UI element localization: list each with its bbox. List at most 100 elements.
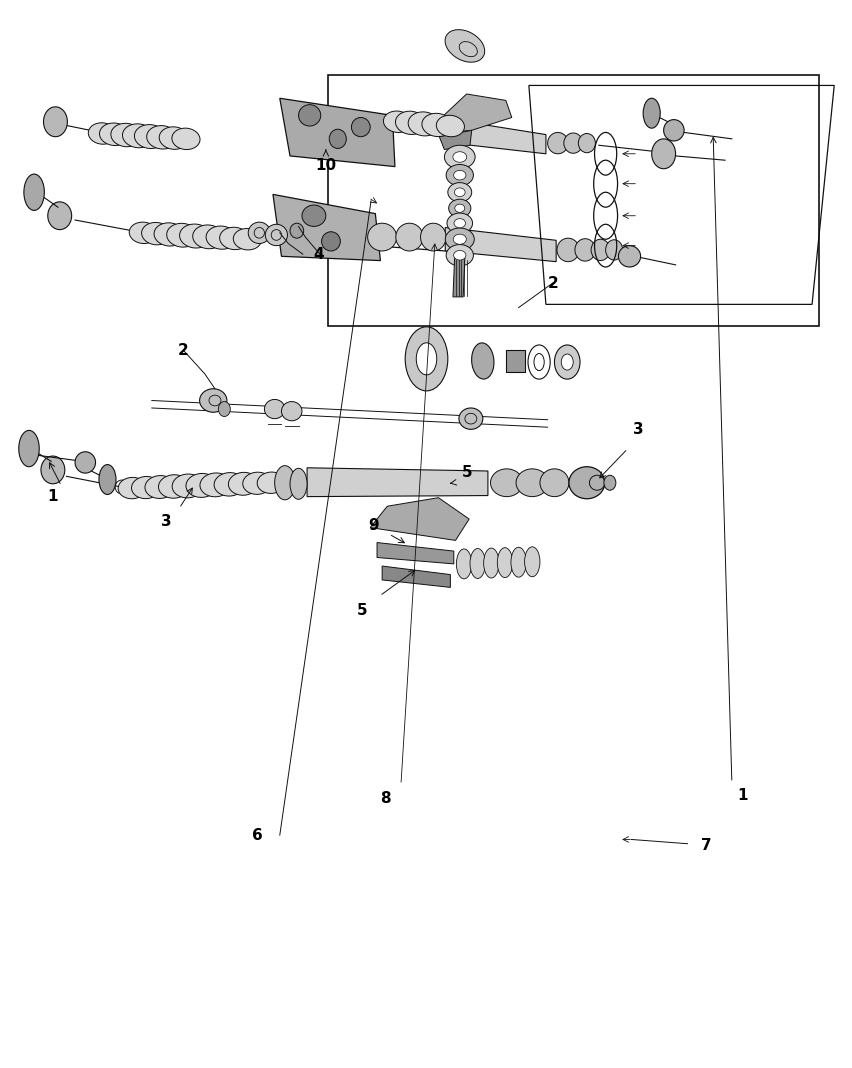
Ellipse shape xyxy=(483,548,498,578)
Ellipse shape xyxy=(172,128,199,150)
Ellipse shape xyxy=(446,245,473,266)
Text: 2: 2 xyxy=(178,343,188,358)
Ellipse shape xyxy=(118,477,146,499)
Polygon shape xyxy=(432,94,511,132)
Text: 8: 8 xyxy=(380,791,390,806)
Ellipse shape xyxy=(248,222,270,244)
Ellipse shape xyxy=(539,469,568,497)
Ellipse shape xyxy=(490,469,522,497)
Ellipse shape xyxy=(524,547,539,577)
Text: 1: 1 xyxy=(48,489,58,504)
Ellipse shape xyxy=(471,343,493,379)
Ellipse shape xyxy=(100,123,129,145)
Circle shape xyxy=(651,139,675,169)
Ellipse shape xyxy=(605,240,622,260)
Ellipse shape xyxy=(19,430,39,467)
Ellipse shape xyxy=(510,547,526,577)
Ellipse shape xyxy=(453,251,465,261)
Ellipse shape xyxy=(41,456,65,484)
Polygon shape xyxy=(452,257,464,297)
Ellipse shape xyxy=(158,475,189,498)
Ellipse shape xyxy=(395,223,423,251)
Ellipse shape xyxy=(453,219,465,227)
Text: 3: 3 xyxy=(632,422,642,437)
Text: 7: 7 xyxy=(700,838,711,853)
Text: 2: 2 xyxy=(547,276,557,290)
Ellipse shape xyxy=(264,399,285,419)
Ellipse shape xyxy=(206,226,236,249)
Text: 5: 5 xyxy=(357,603,367,618)
Ellipse shape xyxy=(180,224,210,248)
Ellipse shape xyxy=(290,468,307,499)
Ellipse shape xyxy=(199,473,231,497)
Text: 9: 9 xyxy=(368,518,378,533)
Ellipse shape xyxy=(141,222,170,245)
Ellipse shape xyxy=(154,223,184,246)
Text: 4: 4 xyxy=(313,247,323,262)
Ellipse shape xyxy=(420,223,446,251)
Polygon shape xyxy=(377,543,453,564)
Ellipse shape xyxy=(445,229,474,251)
Ellipse shape xyxy=(274,466,295,500)
Bar xyxy=(505,350,524,372)
Ellipse shape xyxy=(454,204,464,213)
Text: 1: 1 xyxy=(736,788,746,803)
Ellipse shape xyxy=(75,452,95,473)
Ellipse shape xyxy=(416,343,436,375)
Ellipse shape xyxy=(533,354,544,371)
Ellipse shape xyxy=(298,105,320,126)
Ellipse shape xyxy=(329,129,346,148)
Ellipse shape xyxy=(561,355,573,371)
Polygon shape xyxy=(452,120,545,154)
Ellipse shape xyxy=(446,214,472,234)
Ellipse shape xyxy=(556,238,579,262)
Ellipse shape xyxy=(220,227,249,250)
Ellipse shape xyxy=(367,223,396,251)
Bar xyxy=(328,75,818,326)
Circle shape xyxy=(43,107,67,137)
Ellipse shape xyxy=(590,239,609,261)
Ellipse shape xyxy=(48,202,72,230)
Ellipse shape xyxy=(446,164,473,186)
Ellipse shape xyxy=(469,549,485,579)
Ellipse shape xyxy=(233,229,261,250)
Ellipse shape xyxy=(452,234,466,245)
Polygon shape xyxy=(307,468,487,497)
Ellipse shape xyxy=(302,205,325,226)
Ellipse shape xyxy=(515,469,548,497)
Ellipse shape xyxy=(147,126,177,150)
Ellipse shape xyxy=(99,465,116,494)
Ellipse shape xyxy=(214,473,245,496)
Ellipse shape xyxy=(193,225,224,249)
Text: 3: 3 xyxy=(161,514,171,529)
Ellipse shape xyxy=(243,472,272,494)
Ellipse shape xyxy=(663,120,683,141)
Ellipse shape xyxy=(422,113,452,137)
Ellipse shape xyxy=(563,132,582,153)
Circle shape xyxy=(218,402,230,417)
Ellipse shape xyxy=(186,473,217,498)
Ellipse shape xyxy=(454,188,464,197)
Ellipse shape xyxy=(395,111,425,135)
Ellipse shape xyxy=(321,232,340,251)
Ellipse shape xyxy=(578,134,595,153)
Ellipse shape xyxy=(436,115,463,137)
Ellipse shape xyxy=(408,112,439,136)
Ellipse shape xyxy=(166,223,198,247)
Ellipse shape xyxy=(642,98,659,128)
Ellipse shape xyxy=(131,476,160,499)
Ellipse shape xyxy=(383,111,411,132)
Text: 6: 6 xyxy=(252,828,262,843)
Ellipse shape xyxy=(172,474,204,498)
Ellipse shape xyxy=(24,174,44,210)
Text: 5: 5 xyxy=(462,465,472,480)
Ellipse shape xyxy=(448,200,470,218)
Ellipse shape xyxy=(265,224,287,246)
Polygon shape xyxy=(382,566,450,587)
Ellipse shape xyxy=(447,183,471,202)
Polygon shape xyxy=(279,98,394,167)
Ellipse shape xyxy=(618,246,640,267)
Ellipse shape xyxy=(405,327,447,391)
Polygon shape xyxy=(445,227,556,262)
Ellipse shape xyxy=(497,548,512,578)
